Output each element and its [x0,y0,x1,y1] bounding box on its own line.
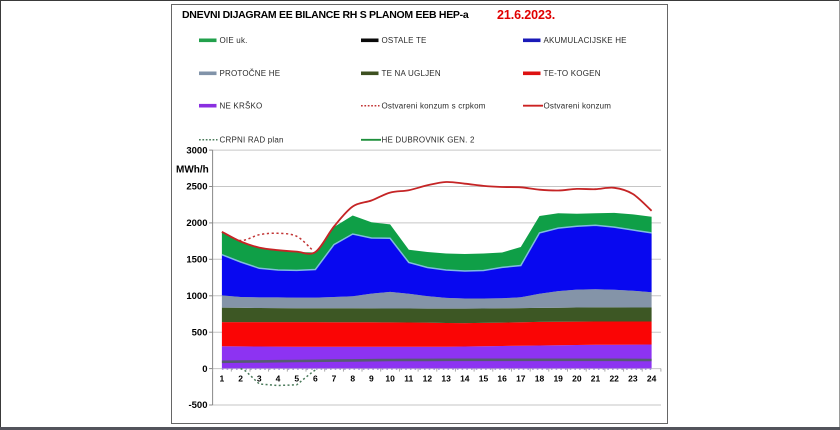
svg-text:OSTALE TE: OSTALE TE [382,36,427,45]
svg-text:CRPNI RAD plan: CRPNI RAD plan [220,136,284,145]
svg-text:2: 2 [238,374,243,384]
svg-text:PROTOČNE HE: PROTOČNE HE [220,69,281,78]
svg-text:22: 22 [609,374,619,384]
svg-text:1: 1 [220,374,225,384]
svg-text:TE NA UGLJEN: TE NA UGLJEN [382,69,441,78]
svg-text:AKUMULACIJSKE HE: AKUMULACIJSKE HE [544,36,627,45]
svg-text:-500: -500 [188,400,207,411]
svg-text:13: 13 [441,374,451,384]
svg-text:7: 7 [332,374,337,384]
svg-text:5: 5 [294,374,299,384]
svg-text:14: 14 [460,374,470,384]
svg-text:NE KRŠKO: NE KRŠKO [220,102,263,111]
svg-text:16: 16 [497,374,507,384]
svg-text:21: 21 [591,374,601,384]
svg-text:12: 12 [423,374,433,384]
svg-text:10: 10 [385,374,395,384]
svg-text:TE-TO KOGEN: TE-TO KOGEN [544,69,601,78]
svg-text:Ostvareni konzum: Ostvareni konzum [544,102,612,111]
svg-text:18: 18 [535,374,545,384]
svg-text:24: 24 [647,374,657,384]
svg-text:HE DUBROVNIK GEN. 2: HE DUBROVNIK GEN. 2 [382,136,476,145]
svg-text:500: 500 [192,327,208,338]
svg-text:OIE uk.: OIE uk. [220,36,248,45]
svg-text:2000: 2000 [186,218,207,229]
svg-text:11: 11 [404,374,413,384]
svg-text:2500: 2500 [186,182,207,193]
svg-text:20: 20 [572,374,582,384]
svg-text:19: 19 [553,374,563,384]
svg-text:15: 15 [479,374,489,384]
svg-text:8: 8 [350,374,355,384]
svg-text:23: 23 [628,374,638,384]
svg-text:3: 3 [257,374,262,384]
svg-text:Ostvareni konzum s crpkom: Ostvareni konzum s crpkom [382,102,486,111]
svg-text:1000: 1000 [186,291,207,302]
svg-text:6: 6 [313,374,318,384]
svg-text:MWh/h: MWh/h [176,165,209,176]
svg-text:9: 9 [369,374,374,384]
svg-text:3000: 3000 [186,145,207,156]
svg-text:0: 0 [202,364,207,375]
svg-text:1500: 1500 [186,255,207,266]
svg-text:17: 17 [516,374,526,384]
svg-text:4: 4 [276,374,281,384]
